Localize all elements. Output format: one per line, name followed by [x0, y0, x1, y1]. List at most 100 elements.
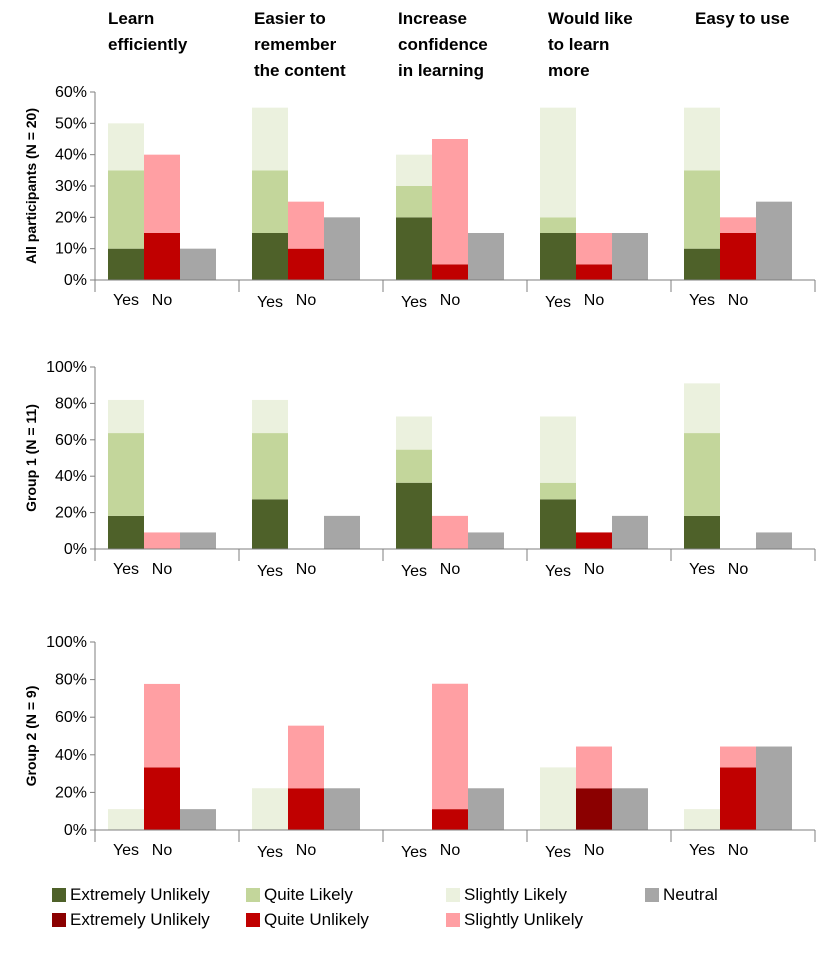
bar-segment-yes-slightly [396, 154, 432, 186]
bar-segment-no-quite [288, 788, 324, 830]
legend-swatch [52, 888, 66, 902]
bar-segment-no-quite [576, 264, 612, 280]
category-title-1-line-1: Learn [108, 9, 154, 28]
category-title-2-line-2: remember [254, 35, 337, 54]
category-title-4-line-3: more [548, 61, 590, 80]
bar-segment-yes-extremely [396, 217, 432, 280]
bar-segment-no-slightly [432, 139, 468, 265]
legend-swatch [446, 888, 460, 902]
bar-segment-yes-slightly [108, 123, 144, 171]
bar-segment-yes-slightly [252, 107, 288, 171]
bar-segment-no-extremely [576, 788, 612, 830]
x-bar-label: Yes [545, 844, 571, 861]
y-tick-label: 20% [55, 209, 87, 226]
x-bar-label: Yes [689, 292, 715, 309]
bar-segment-neutral [180, 248, 216, 280]
bar-segment-neutral [756, 746, 792, 830]
legend-label: Extremely Unlikely [70, 910, 210, 929]
bar-segment-no-slightly [432, 515, 468, 549]
x-bar-label: No [728, 292, 749, 309]
bar-segment-no-quite [432, 264, 468, 280]
bar-segment-neutral [180, 532, 216, 549]
bar-segment-no-slightly [288, 725, 324, 789]
bar-segment-neutral [468, 532, 504, 549]
legend-label: Extremely Unlikely [70, 885, 210, 904]
bar-segment-yes-quite [540, 482, 576, 500]
bar-segment-yes-quite [396, 449, 432, 483]
y-tick-label: 0% [64, 541, 87, 558]
bar-segment-no-slightly [144, 154, 180, 233]
x-bar-label: Yes [113, 561, 139, 578]
x-bar-label: Yes [257, 844, 283, 861]
bar-segment-yes-slightly [684, 383, 720, 434]
legend-label: Quite Likely [264, 885, 353, 904]
bar-segment-neutral [756, 201, 792, 280]
bar-segment-yes-extremely [684, 248, 720, 280]
category-titles: Learn efficiently Easier to remember the con… [108, 9, 790, 80]
bar-segment-yes-extremely [396, 482, 432, 549]
bar-segment-no-quite [144, 233, 180, 280]
x-bar-label: Yes [689, 842, 715, 859]
bar-segment-no-slightly [720, 746, 756, 768]
bar-segment-neutral [324, 515, 360, 549]
bar-segment-yes-quite [684, 433, 720, 516]
y-tick-label: 30% [55, 178, 87, 195]
y-tick-label: 20% [55, 505, 87, 522]
y-tick-label: 40% [55, 747, 87, 764]
y-tick-label: 50% [55, 115, 87, 132]
bar-segment-neutral [180, 809, 216, 830]
category-title-1-line-2: efficiently [108, 35, 188, 54]
x-bar-label: No [584, 292, 605, 309]
y-tick-label: 60% [55, 709, 87, 726]
bar-segment-yes-slightly [108, 809, 144, 830]
x-bar-label: No [728, 842, 749, 859]
bar-segment-no-slightly [576, 746, 612, 789]
bar-segment-yes-slightly [684, 107, 720, 171]
y-tick-label: 0% [64, 822, 87, 839]
category-title-3-line-3: in learning [398, 61, 484, 80]
legend-swatch [446, 913, 460, 927]
x-bar-label: Yes [545, 563, 571, 580]
legend-label: Neutral [663, 885, 718, 904]
bar-segment-yes-slightly [252, 399, 288, 434]
bar-segment-yes-slightly [108, 399, 144, 434]
y-tick-label: 60% [55, 432, 87, 449]
x-bar-label: No [584, 842, 605, 859]
bar-segment-neutral [756, 532, 792, 549]
bar-segment-yes-slightly [540, 107, 576, 218]
bar-segment-neutral [468, 233, 504, 280]
x-bar-label: Yes [689, 561, 715, 578]
bar-segment-yes-slightly [540, 767, 576, 830]
x-bar-label: Yes [113, 292, 139, 309]
bar-segment-neutral [612, 788, 648, 830]
category-title-2-line-3: the content [254, 61, 346, 80]
x-bar-label: No [584, 561, 605, 578]
bar-segment-no-quite [432, 809, 468, 830]
x-bar-label: No [296, 292, 317, 309]
bar-segment-no-slightly [432, 683, 468, 810]
x-bar-label: No [152, 292, 173, 309]
y-tick-label: 10% [55, 241, 87, 258]
legend-swatch [246, 888, 260, 902]
bar-segment-yes-slightly [252, 788, 288, 830]
y-tick-label: 80% [55, 672, 87, 689]
bar-segment-yes-extremely [252, 499, 288, 549]
x-bar-label: No [296, 842, 317, 859]
bar-segment-no-quite [576, 532, 612, 549]
bar-segment-yes-slightly [540, 416, 576, 483]
x-bar-label: Yes [113, 842, 139, 859]
bar-segment-yes-extremely [540, 499, 576, 549]
y-axis-label: Group 2 (N = 9) [23, 686, 39, 787]
x-bar-label: Yes [401, 294, 427, 311]
bar-segment-neutral [324, 788, 360, 830]
x-bar-label: No [728, 561, 749, 578]
bar-segment-no-slightly [720, 217, 756, 233]
bar-segment-yes-quite [108, 170, 144, 249]
x-bar-label: No [440, 561, 461, 578]
bar-segment-neutral [612, 233, 648, 280]
bar-segment-yes-slightly [684, 809, 720, 830]
x-bar-label: Yes [257, 563, 283, 580]
bar-segment-yes-extremely [684, 515, 720, 549]
bar-segment-no-slightly [144, 532, 180, 549]
